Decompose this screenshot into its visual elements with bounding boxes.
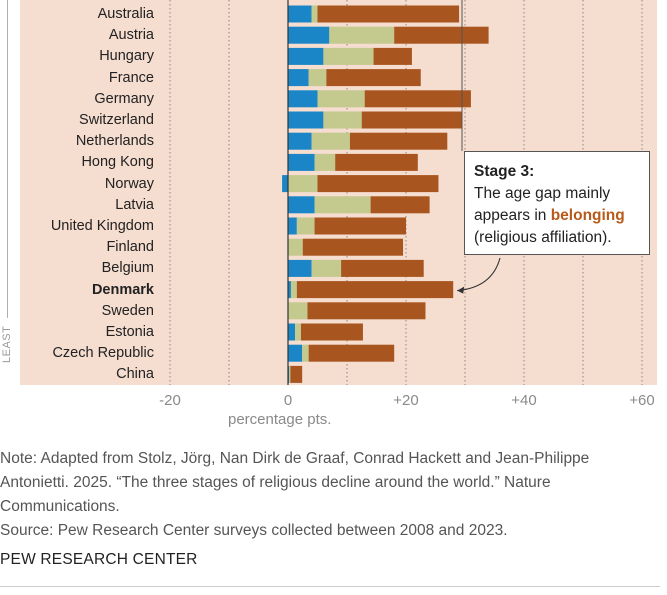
country-label: Finland [106, 239, 154, 256]
country-label: Hungary [99, 48, 154, 65]
bar-belonging-france [326, 69, 421, 87]
source-text: Source: Pew Research Center surveys coll… [0, 522, 508, 539]
bar-stage-1-norway [282, 175, 288, 193]
country-label: Norway [104, 175, 154, 192]
bar-belonging-hungary [373, 47, 412, 65]
x-tick-label: 0 [283, 392, 293, 409]
x-tick-label: -20 [159, 392, 181, 409]
bar-stage-1-united-kingdom [288, 217, 297, 235]
x-tick-label: +20 [393, 392, 419, 409]
bar-stage-1-czech-republic [288, 344, 303, 362]
bar-belonging-latvia [370, 196, 430, 214]
country-label: Sweden [101, 302, 154, 319]
bar-stage-2-china [289, 365, 291, 383]
bar-belonging-sweden [307, 302, 426, 320]
bar-stage-1-denmark [288, 281, 291, 299]
country-label: Estonia [105, 324, 154, 340]
bar-stage-1-belgium [288, 259, 312, 277]
bar-stage-2-france [308, 69, 327, 87]
bar-stage-2-hungary [323, 47, 374, 65]
x-axis-title: percentage pts. [228, 411, 332, 428]
bar-stage-2-norway [288, 175, 318, 193]
bar-stage-1-estonia [288, 323, 296, 341]
country-label: Netherlands [75, 133, 154, 150]
annotation-heading: Stage 3: [474, 163, 535, 180]
country-label: Czech Republic [52, 345, 154, 362]
bar-belonging-australia [317, 5, 460, 23]
annotation-box: Stage 3: The age gap mainly appears in b… [464, 151, 650, 255]
chart: LEAST Australia Austria Hungary France Germa… [1, 0, 657, 428]
annotation-text-after: (religious affiliation). [474, 229, 612, 246]
bar-stage-2-czech-republic [302, 344, 309, 362]
bar-stage-2-latvia [314, 196, 371, 214]
bar-stage-2-belgium [311, 259, 342, 277]
notes: Note: Adapted from Stolz, Jörg, Nan Dirk… [0, 447, 660, 543]
annotation-highlight: belonging [550, 207, 625, 224]
bar-stage-2-australia [311, 5, 318, 23]
bar-stage-1-hungary [288, 47, 324, 65]
bar-stage-1-france [288, 69, 309, 87]
bar-stage-1-austria [288, 26, 330, 44]
bar-stage-1-hong-kong [288, 153, 315, 171]
bar-stage-2-netherlands [311, 132, 350, 150]
bar-belonging-estonia [300, 323, 363, 341]
ranking-axis-line [7, 0, 8, 318]
bar-belonging-czech-republic [308, 344, 395, 362]
country-label: Germany [94, 90, 154, 107]
country-label: United Kingdom [50, 218, 154, 234]
annotation-text-before: The age gap mainly appears in [474, 185, 611, 224]
note-text: Note: Adapted from Stolz, Jörg, Nan Dirk… [0, 450, 590, 515]
bar-belonging-germany [364, 90, 471, 108]
country-label: Australia [97, 6, 154, 22]
bar-stage-2-austria [329, 26, 395, 44]
x-tick-label: +40 [511, 392, 537, 409]
bar-stage-2-estonia [295, 323, 301, 341]
bar-belonging-switzerland [361, 111, 463, 129]
bar-belonging-austria [394, 26, 489, 44]
bar-belonging-netherlands [349, 132, 448, 150]
footer-brand: PEW RESEARCH CENTER [0, 551, 198, 568]
bar-stage-2-switzerland [323, 111, 362, 129]
bar-belonging-china [290, 365, 303, 383]
bar-stage-2-finland [288, 238, 303, 256]
bar-belonging-belgium [341, 259, 424, 277]
annotation-arrow [457, 257, 501, 292]
bar-stage-2-hong-kong [314, 153, 336, 171]
country-label: Latvia [115, 196, 154, 213]
bar-stage-2-denmark [290, 281, 297, 299]
bar-belonging-hong-kong [335, 153, 418, 171]
country-label: Switzerland [79, 112, 154, 128]
country-label: Austria [108, 27, 154, 44]
x-tick-label: +60 [629, 392, 655, 409]
bar-stage-2-united-kingdom [296, 217, 315, 235]
bar-stage-2-sweden [288, 302, 308, 320]
bar-stage-2-germany [317, 90, 365, 108]
footer-divider [0, 586, 660, 587]
bar-belonging-norway [317, 175, 439, 193]
bar-stage-1-netherlands [288, 132, 312, 150]
bar-stage-1-switzerland [288, 111, 324, 129]
bar-belonging-united-kingdom [314, 217, 406, 235]
bar-chart-svg [169, 0, 643, 385]
bar-stage-1-germany [288, 90, 318, 108]
country-label: Belgium [101, 260, 154, 277]
country-label: China [116, 366, 154, 383]
country-label: France [108, 69, 154, 86]
annotation-arrowhead [457, 286, 465, 294]
bar-stage-1-australia [288, 5, 312, 23]
bar-stage-1-latvia [288, 196, 315, 214]
bar-belonging-denmark [296, 281, 454, 299]
country-label: Denmark [91, 281, 154, 298]
country-label: Hong Kong [81, 154, 154, 171]
bar-belonging-finland [302, 238, 404, 256]
